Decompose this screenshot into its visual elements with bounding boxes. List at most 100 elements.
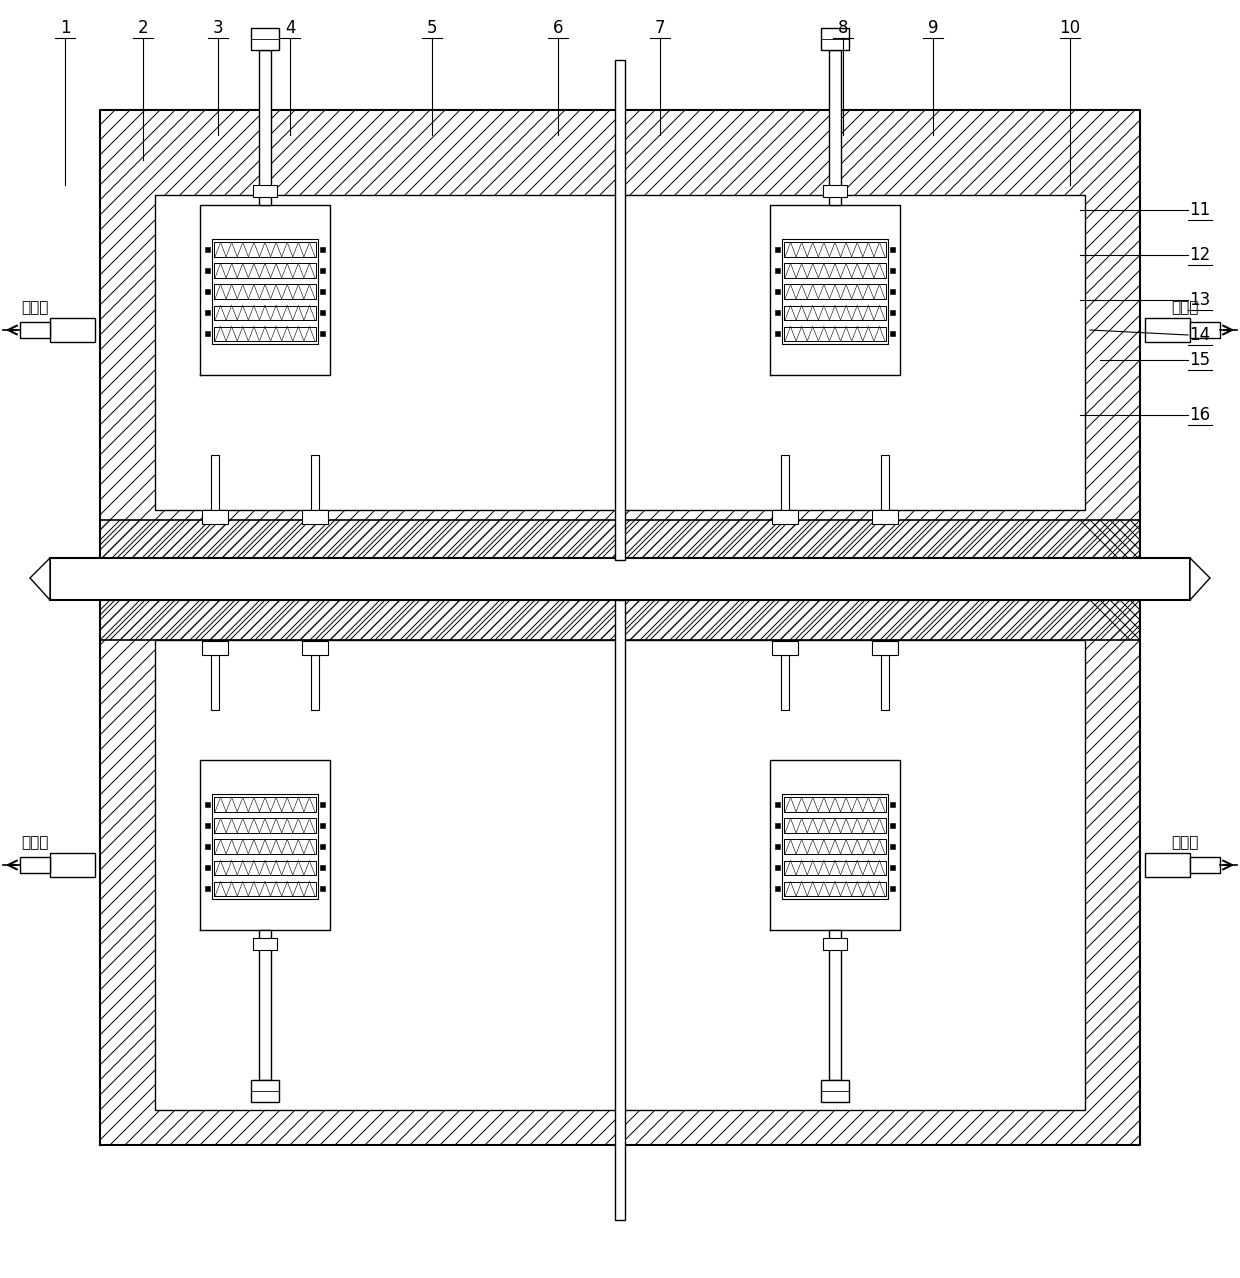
Bar: [100, 599, 1140, 640]
Text: 1: 1: [60, 19, 71, 37]
Bar: [320, 823, 325, 828]
Bar: [775, 289, 780, 294]
Bar: [200, 760, 330, 930]
Bar: [320, 845, 325, 849]
Bar: [212, 794, 317, 900]
Text: 出油口: 出油口: [1172, 835, 1199, 850]
Bar: [890, 331, 895, 336]
Bar: [200, 204, 330, 374]
Bar: [775, 331, 780, 336]
Bar: [775, 311, 780, 316]
Text: 12: 12: [1189, 245, 1210, 265]
Bar: [253, 185, 277, 197]
Text: 14: 14: [1189, 326, 1210, 344]
Bar: [775, 887, 780, 891]
Text: 4: 4: [285, 19, 295, 37]
Text: 15: 15: [1189, 351, 1210, 369]
Bar: [303, 642, 329, 656]
Text: 7: 7: [655, 19, 665, 37]
Bar: [212, 239, 317, 344]
Text: 11: 11: [1189, 201, 1210, 219]
Bar: [303, 510, 329, 524]
Bar: [890, 247, 895, 252]
Bar: [775, 865, 780, 870]
Bar: [770, 204, 900, 374]
Bar: [259, 930, 272, 1080]
Bar: [890, 865, 895, 870]
Bar: [821, 28, 849, 50]
Bar: [890, 845, 895, 849]
Text: 进油口: 进油口: [21, 300, 48, 314]
Bar: [320, 268, 325, 273]
Text: 10: 10: [1059, 19, 1080, 37]
Bar: [250, 28, 279, 50]
Bar: [830, 930, 841, 1080]
Bar: [205, 311, 210, 316]
Bar: [782, 794, 888, 900]
Bar: [890, 887, 895, 891]
Bar: [1145, 318, 1190, 343]
Bar: [205, 268, 210, 273]
Text: 8: 8: [838, 19, 848, 37]
Bar: [890, 311, 895, 316]
Bar: [205, 865, 210, 870]
Bar: [253, 938, 277, 950]
Polygon shape: [1190, 558, 1210, 599]
Text: 16: 16: [1189, 406, 1210, 424]
Bar: [155, 196, 1085, 510]
Text: 3: 3: [213, 19, 223, 37]
Bar: [202, 642, 228, 656]
Bar: [320, 331, 325, 336]
Bar: [782, 239, 888, 344]
Bar: [1190, 858, 1220, 873]
Polygon shape: [30, 558, 50, 599]
Bar: [823, 185, 847, 197]
Bar: [311, 455, 319, 510]
Bar: [320, 311, 325, 316]
Bar: [205, 247, 210, 252]
Bar: [320, 247, 325, 252]
Bar: [320, 887, 325, 891]
Bar: [775, 268, 780, 273]
Bar: [20, 858, 50, 873]
Bar: [250, 1080, 279, 1102]
Bar: [773, 642, 799, 656]
Bar: [823, 938, 847, 950]
Bar: [890, 803, 895, 806]
Bar: [821, 1080, 849, 1102]
Bar: [320, 865, 325, 870]
Bar: [781, 455, 789, 510]
Bar: [880, 656, 889, 711]
Bar: [830, 50, 841, 204]
Bar: [872, 510, 898, 524]
Bar: [259, 50, 272, 204]
Bar: [320, 803, 325, 806]
Bar: [775, 845, 780, 849]
Bar: [890, 289, 895, 294]
Bar: [880, 455, 889, 510]
Bar: [50, 852, 95, 877]
Bar: [205, 823, 210, 828]
Text: 2: 2: [138, 19, 149, 37]
Bar: [311, 656, 319, 711]
Text: 13: 13: [1189, 291, 1210, 309]
Bar: [202, 510, 228, 524]
Bar: [775, 247, 780, 252]
Bar: [770, 760, 900, 930]
Bar: [1190, 322, 1220, 337]
Bar: [50, 318, 95, 343]
Bar: [890, 268, 895, 273]
Bar: [872, 642, 898, 656]
Text: 5: 5: [427, 19, 438, 37]
Bar: [205, 331, 210, 336]
Bar: [205, 887, 210, 891]
Bar: [775, 803, 780, 806]
Bar: [100, 599, 1140, 1145]
Text: 6: 6: [553, 19, 563, 37]
Bar: [205, 803, 210, 806]
Bar: [50, 558, 1190, 599]
Bar: [890, 823, 895, 828]
Bar: [205, 845, 210, 849]
Bar: [100, 520, 1140, 570]
Bar: [155, 640, 1085, 1111]
